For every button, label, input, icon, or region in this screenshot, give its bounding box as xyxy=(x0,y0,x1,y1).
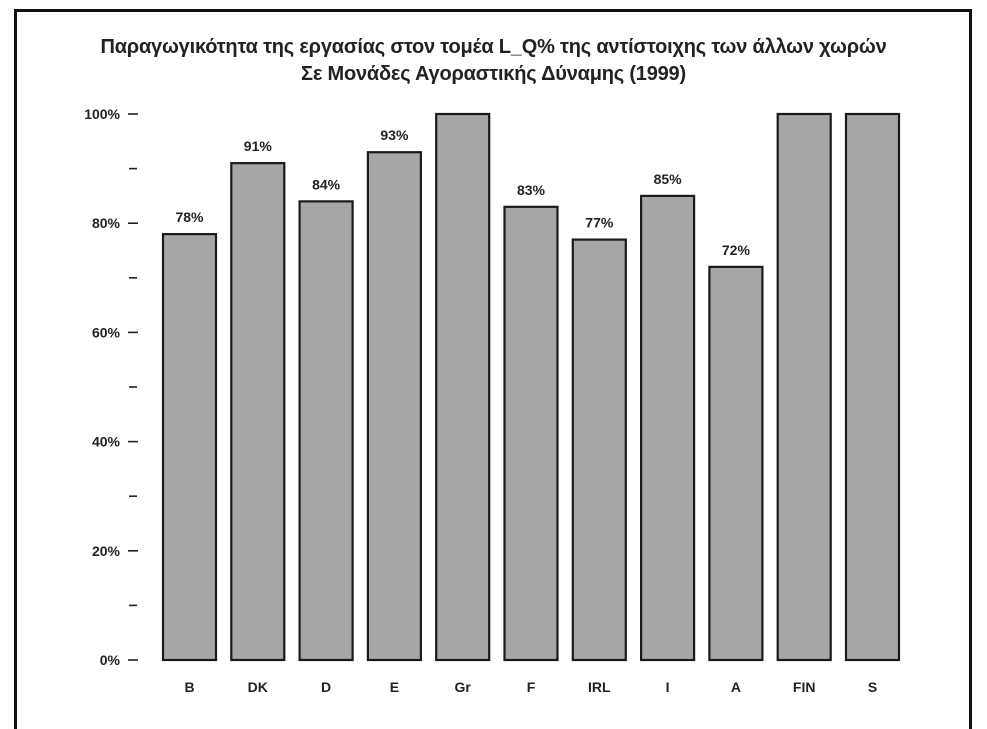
y-tick-label: 80% xyxy=(92,215,121,231)
bar-i xyxy=(639,194,696,662)
chart-subtitle: Σε Μονάδες Αγοραστικής Δύναμης (1999) xyxy=(301,63,686,85)
data-label: 78% xyxy=(175,209,204,225)
y-tick-label: 40% xyxy=(92,434,121,450)
data-label: 85% xyxy=(654,171,683,187)
y-tick-label: 100% xyxy=(84,106,120,122)
x-tick-label: FIN xyxy=(793,679,816,695)
x-tick-label: DK xyxy=(248,679,268,695)
x-tick-label: D xyxy=(321,679,331,695)
y-tick-label: 60% xyxy=(92,324,121,340)
x-tick-label: S xyxy=(868,679,877,695)
data-label: 91% xyxy=(244,138,273,154)
x-tick-label: E xyxy=(390,679,399,695)
data-label: 83% xyxy=(517,182,546,198)
bar-e xyxy=(366,151,422,662)
bar-dk xyxy=(230,162,286,662)
bar-f xyxy=(503,205,559,662)
data-label: 93% xyxy=(380,127,409,143)
x-tick-label: F xyxy=(527,679,536,695)
data-label: 72% xyxy=(722,242,751,258)
x-tick-label: A xyxy=(731,679,741,695)
bar-irl xyxy=(571,238,627,662)
x-tick-label: B xyxy=(184,679,194,695)
data-label: 84% xyxy=(312,176,341,192)
data-label: 77% xyxy=(585,215,614,231)
bar-gr xyxy=(435,112,491,662)
x-tick-label: Gr xyxy=(455,679,472,695)
x-tick-label: IRL xyxy=(588,679,611,695)
bar-a xyxy=(708,265,764,662)
bar-fin xyxy=(776,112,832,662)
bar-s xyxy=(844,112,901,662)
bar-b xyxy=(161,233,218,662)
x-tick-label: I xyxy=(666,679,670,695)
bar-d xyxy=(298,200,354,662)
chart-frame xyxy=(14,9,972,729)
chart-title: Παραγωγικότητα της εργασίας στον τομέα L… xyxy=(100,36,887,58)
y-tick-label: 0% xyxy=(100,652,121,668)
y-tick-label: 20% xyxy=(92,543,121,559)
